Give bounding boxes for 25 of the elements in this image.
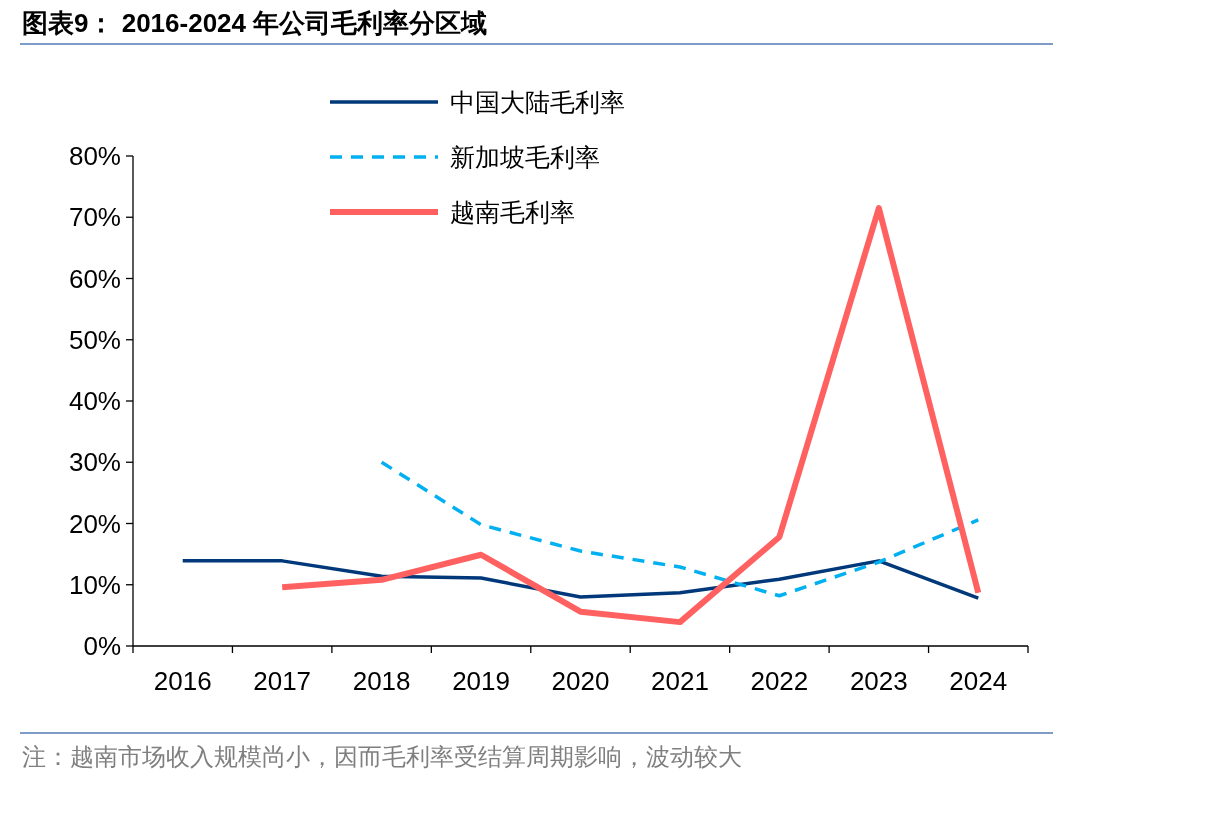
- x-tick-label: 2024: [949, 666, 1008, 696]
- line-series: [379, 460, 981, 598]
- y-tick-label: 50%: [68, 324, 121, 355]
- text: 注：越南市场收入规模尚小，因而毛利率受结算周期影响，波动较大: [22, 743, 742, 770]
- x-tick-label: 2020: [551, 666, 610, 696]
- x-tick-label: 2022: [750, 666, 809, 696]
- legend-label: 新加坡毛利率: [450, 143, 600, 171]
- y-tick-label: 60%: [68, 263, 121, 294]
- x-tick-label: 2023: [849, 666, 908, 696]
- y-tick-label: 0%: [83, 631, 121, 661]
- x-tick-label: 2019: [452, 666, 510, 696]
- y-tick-label: 30%: [68, 447, 121, 478]
- chart-title: 图表9： 2016-2024 年公司毛利率分区域: [22, 8, 488, 38]
- y-tick-label: 40%: [68, 386, 121, 416]
- legend-label: 越南毛利率: [450, 198, 575, 226]
- x-tick-label: 2018: [352, 666, 411, 696]
- y-tick-label: 20%: [68, 508, 121, 539]
- y-tick-label: 80%: [68, 141, 121, 171]
- y-tick-label: 70%: [68, 202, 121, 233]
- y-tick-label: 10%: [68, 569, 121, 600]
- x-tick-label: 2017: [253, 666, 312, 696]
- x-tick-label: 2021: [651, 666, 709, 696]
- x-tick-label: 2016: [153, 666, 212, 696]
- legend-label: 中国大陆毛利率: [450, 88, 625, 116]
- line-series: [180, 559, 981, 600]
